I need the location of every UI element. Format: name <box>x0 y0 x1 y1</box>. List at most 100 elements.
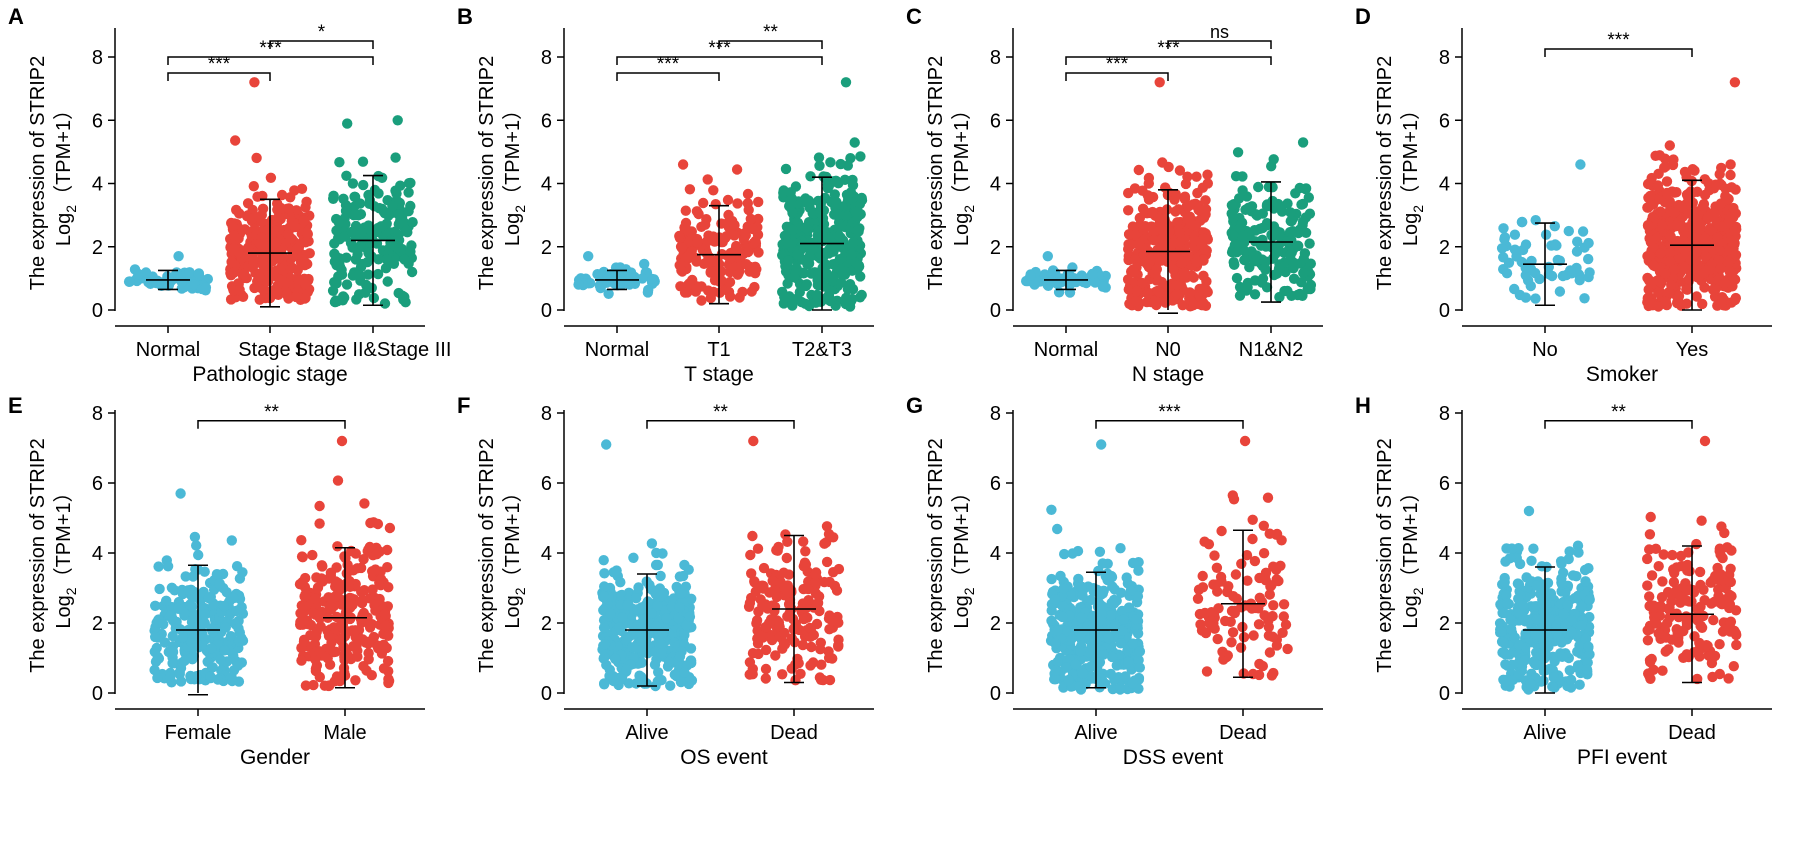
y-tick-label: 0 <box>541 300 552 322</box>
data-point <box>1572 646 1583 657</box>
data-point <box>769 601 781 612</box>
y-axis-label: The expression of STRIP2 <box>27 438 49 673</box>
y-tick-label: 4 <box>1439 174 1450 196</box>
data-point <box>805 171 816 182</box>
data-point <box>680 205 691 216</box>
data-point <box>824 610 835 621</box>
data-point <box>380 207 391 218</box>
data-point <box>819 538 830 549</box>
data-point <box>815 207 826 219</box>
data-point <box>177 632 188 643</box>
data-point <box>798 536 809 547</box>
data-point <box>767 575 778 587</box>
data-point <box>663 656 675 667</box>
data-point <box>183 585 194 596</box>
data-point <box>188 672 200 683</box>
data-point <box>756 580 768 591</box>
points-male <box>294 435 396 692</box>
data-point <box>1712 232 1723 243</box>
data-point <box>366 670 377 681</box>
data-point <box>379 609 391 620</box>
data-point <box>388 239 400 251</box>
data-point <box>852 225 863 236</box>
data-point <box>248 181 259 192</box>
data-point <box>1047 265 1059 276</box>
data-point <box>382 276 393 287</box>
y-tick-label: 2 <box>990 613 1001 635</box>
data-point <box>603 288 614 299</box>
data-point <box>359 498 370 509</box>
data-point <box>1304 238 1315 249</box>
data-point <box>1129 183 1141 194</box>
data-point <box>1134 646 1146 657</box>
data-point <box>1653 561 1664 572</box>
data-point <box>1713 255 1724 266</box>
data-point <box>1305 283 1316 295</box>
data-point <box>1685 255 1697 266</box>
data-point <box>1253 619 1265 630</box>
data-point <box>1517 216 1528 228</box>
data-point <box>684 184 696 195</box>
data-point <box>1675 550 1687 562</box>
data-point <box>1268 600 1279 611</box>
x-axis-title: OS event <box>680 746 768 769</box>
significance-label: ns <box>1210 22 1229 42</box>
data-point <box>1253 669 1265 681</box>
data-point <box>395 180 406 191</box>
data-point <box>1197 283 1208 294</box>
data-point <box>696 295 707 306</box>
data-point <box>1674 253 1686 264</box>
data-point <box>1267 182 1278 193</box>
data-point <box>747 530 758 542</box>
data-point <box>1258 520 1270 531</box>
data-point <box>793 658 804 669</box>
data-point <box>341 252 352 263</box>
data-point <box>661 613 672 624</box>
x-axis-title: Gender <box>240 746 310 769</box>
data-point <box>375 574 387 585</box>
data-point <box>1293 227 1304 239</box>
data-point <box>750 235 761 247</box>
data-point <box>1257 222 1268 234</box>
data-point <box>806 268 817 279</box>
significance-label: *** <box>1607 30 1630 51</box>
data-point <box>1282 198 1293 209</box>
data-point <box>1558 608 1569 620</box>
data-point <box>1540 229 1552 240</box>
data-point <box>1717 292 1728 303</box>
data-point <box>1226 200 1238 211</box>
y-axis-unit-log: Log <box>53 213 75 246</box>
data-point <box>822 183 833 194</box>
data-point <box>674 602 685 613</box>
data-point <box>1563 225 1575 237</box>
significance-bracket <box>718 40 823 49</box>
data-point <box>1284 227 1296 238</box>
y-tick-label: 8 <box>1439 403 1450 425</box>
data-point <box>267 255 278 267</box>
data-point <box>1296 199 1307 210</box>
data-point <box>1649 617 1661 628</box>
data-point <box>1138 245 1150 256</box>
data-point <box>803 195 814 206</box>
data-point <box>1689 165 1700 176</box>
data-point <box>1676 201 1687 213</box>
points-no <box>1496 159 1595 304</box>
data-point <box>1584 267 1595 278</box>
data-point <box>1556 577 1567 588</box>
data-point <box>679 287 691 298</box>
data-point <box>853 260 865 271</box>
data-point <box>1645 673 1656 684</box>
data-point <box>333 217 345 228</box>
panel-letter: C <box>906 4 922 29</box>
data-point <box>732 198 743 209</box>
data-point <box>254 294 265 305</box>
data-point <box>324 659 336 670</box>
data-point <box>1726 545 1737 556</box>
data-point <box>763 617 775 629</box>
data-point <box>624 279 635 290</box>
data-point <box>833 641 844 652</box>
data-point <box>1094 546 1106 557</box>
data-point <box>1576 601 1587 612</box>
data-point <box>1242 277 1254 289</box>
data-point <box>1102 558 1113 569</box>
